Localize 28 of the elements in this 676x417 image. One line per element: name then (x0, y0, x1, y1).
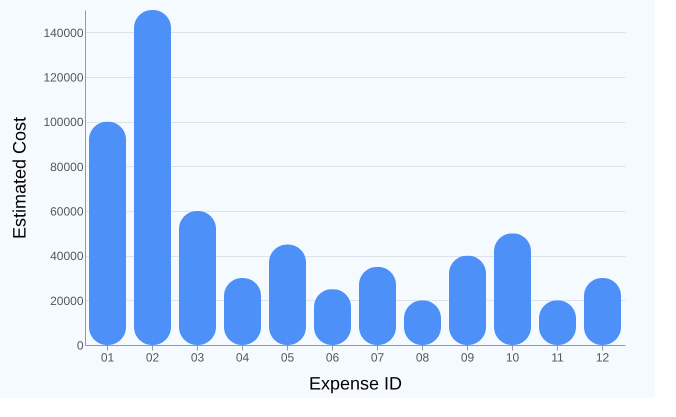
x-axis-title: Expense ID (308, 374, 402, 394)
bar (269, 244, 306, 345)
bar (89, 122, 126, 345)
y-tick-label: 80000 (50, 160, 84, 174)
y-tick-label: 60000 (50, 204, 84, 218)
x-tick-label: 07 (370, 350, 384, 364)
x-tick-label: 01 (100, 350, 114, 364)
bar (449, 256, 486, 345)
y-tick-label: 100000 (43, 115, 84, 130)
y-tick-label: 20000 (50, 294, 84, 308)
bar (494, 233, 531, 345)
x-tick-label: 10 (506, 350, 520, 364)
y-axis-title: Estimated Cost (9, 116, 30, 240)
bar (134, 10, 171, 345)
y-tick-label: 0 (76, 338, 84, 352)
x-tick-label: 04 (236, 350, 250, 364)
y-tick-label: 140000 (43, 26, 84, 40)
x-tick-label: 09 (460, 350, 474, 364)
y-tick-label: 120000 (43, 70, 84, 84)
x-tick-label: 08 (416, 350, 430, 364)
x-tick-label: 06 (326, 350, 340, 364)
x-tick-label: 03 (190, 350, 204, 364)
bar (179, 211, 216, 345)
x-tick-label: 05 (280, 350, 294, 364)
x-tick-label: 11 (551, 350, 564, 364)
x-tick-label: 12 (596, 350, 610, 364)
y-tick-label: 40000 (50, 249, 84, 264)
x-tick-label: 02 (146, 350, 160, 364)
